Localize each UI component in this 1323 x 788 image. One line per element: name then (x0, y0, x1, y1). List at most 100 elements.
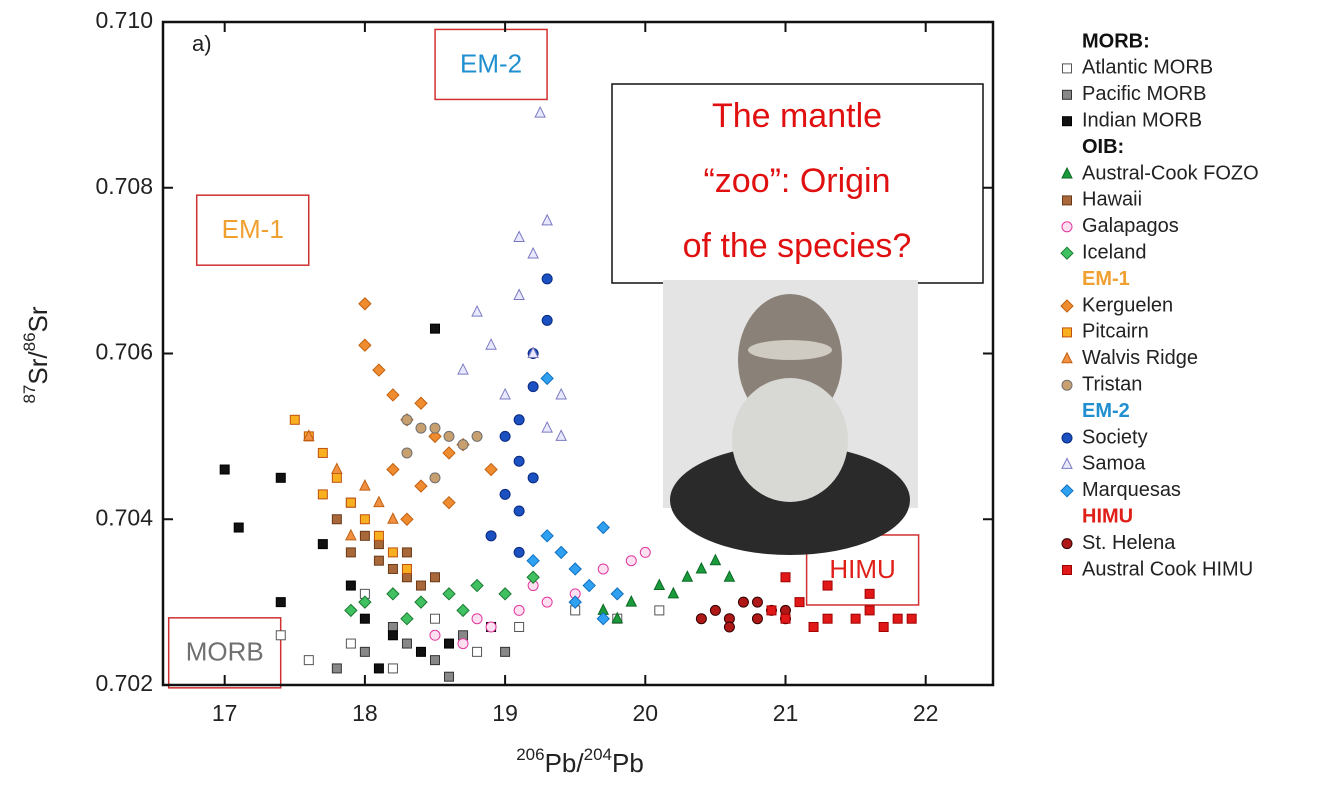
point (822, 613, 833, 624)
legend-marker (1062, 565, 1072, 575)
legend-marker (1062, 327, 1072, 338)
point (625, 555, 637, 567)
point (906, 613, 917, 624)
point (359, 478, 371, 491)
point (527, 246, 539, 259)
point (414, 479, 428, 493)
point (794, 597, 805, 608)
point (429, 629, 441, 641)
point (596, 611, 610, 626)
point (654, 605, 665, 616)
point (737, 596, 749, 608)
legend-marker (1061, 432, 1073, 444)
x-axis-label-part: 204 (584, 745, 612, 764)
point (415, 646, 426, 657)
y-tick-label: 0.706 (95, 339, 153, 365)
portrait (663, 280, 918, 555)
point (540, 529, 554, 543)
point (358, 297, 372, 311)
x-axis-label-part: 206 (516, 745, 544, 764)
legend-label: Indian MORB (1082, 109, 1202, 131)
callout-text: The mantle (712, 97, 882, 135)
point (373, 555, 384, 566)
point (429, 323, 440, 334)
point (345, 638, 356, 649)
point (275, 597, 286, 608)
point (534, 106, 546, 118)
legend-label: Galapagos (1082, 215, 1179, 237)
point (751, 596, 763, 608)
portrait-brow (748, 340, 832, 360)
point (541, 420, 553, 433)
x-tick-label: 17 (212, 700, 238, 726)
point (471, 613, 483, 625)
point (667, 586, 680, 599)
legend-label: Hawaii (1082, 189, 1142, 211)
x-axis-label: 206Pb/204Pb (516, 745, 644, 778)
y-axis-label: 87Sr/86Sr (20, 306, 53, 403)
point (527, 472, 539, 484)
point (415, 580, 426, 591)
legend-marker (1061, 166, 1073, 179)
point (345, 528, 357, 541)
point (373, 530, 384, 541)
point (611, 611, 624, 624)
point (541, 273, 553, 285)
x-tick-label: 22 (913, 700, 939, 726)
point (443, 430, 455, 442)
point (780, 572, 791, 583)
point (386, 462, 400, 477)
x-tick-label: 18 (352, 700, 378, 726)
point (344, 603, 358, 618)
point (526, 570, 540, 584)
y-axis-label-part: Sr/ (23, 351, 53, 385)
point (485, 621, 497, 633)
y-axis-label-part: 87 (20, 385, 39, 404)
point (723, 621, 735, 633)
point (303, 429, 315, 441)
point (639, 546, 651, 558)
point (331, 472, 342, 483)
annotation: EM-1 (222, 214, 284, 244)
callout-text: “zoo”: Origin (703, 162, 890, 200)
point (387, 621, 398, 632)
legend-marker (1061, 457, 1073, 469)
legend-marker (1062, 195, 1072, 206)
point (541, 596, 553, 608)
legend-marker (1061, 221, 1073, 233)
legend-label: Marquesas (1082, 479, 1181, 501)
panel-label: a) (192, 31, 212, 56)
legend-marker (1060, 246, 1074, 260)
point (554, 545, 568, 560)
point (822, 580, 833, 591)
annotation: HIMU (829, 554, 895, 584)
legend-marker (1060, 484, 1074, 498)
point (527, 346, 539, 358)
point (526, 553, 540, 568)
legend-header: OIB: (1082, 136, 1124, 158)
point (401, 447, 413, 459)
point (470, 578, 484, 593)
point (892, 613, 903, 624)
point (429, 422, 441, 434)
point (780, 613, 791, 624)
point (429, 655, 440, 666)
annotation: EM-2 (460, 48, 522, 78)
point (766, 605, 777, 616)
annotation: MORB (186, 637, 264, 667)
legend-marker (1062, 116, 1072, 127)
point (541, 213, 553, 226)
legend-label: Samoa (1082, 453, 1146, 475)
point (317, 489, 328, 500)
annotation-box (195, 194, 310, 266)
point (429, 613, 440, 624)
point (456, 603, 470, 618)
legend-label: Austral Cook HIMU (1082, 558, 1253, 580)
point (596, 520, 610, 535)
callout-box (611, 83, 984, 284)
point (500, 646, 511, 657)
point (498, 587, 512, 601)
callout-text: of the species? (683, 227, 912, 265)
point (709, 553, 722, 566)
